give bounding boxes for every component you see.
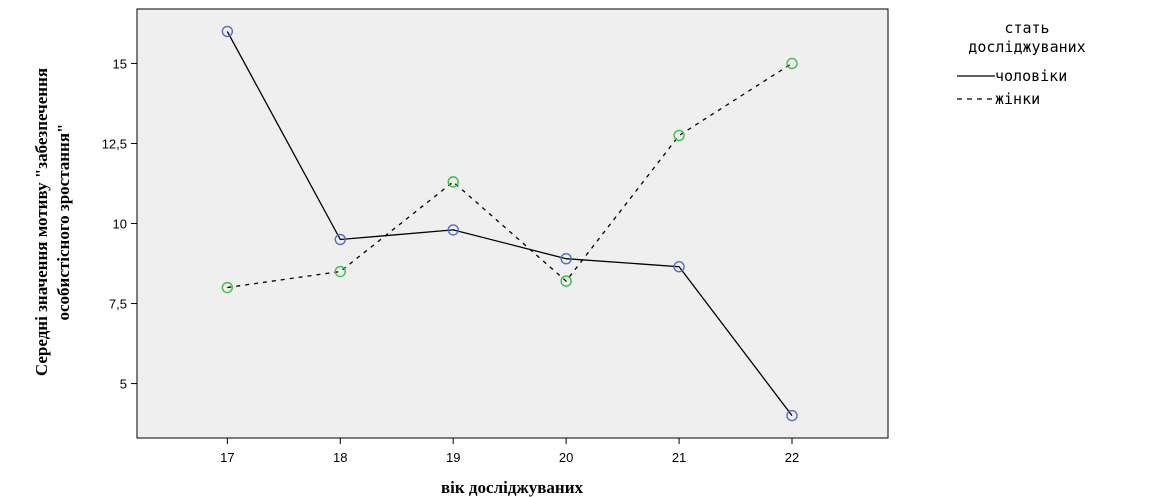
legend-label-men: чоловіки <box>995 67 1067 85</box>
series-1-point <box>673 261 685 273</box>
y-axis-ticks: 5 7,5 10 12,5 15 <box>102 56 137 392</box>
x-tick-label: 21 <box>672 450 686 465</box>
legend-title-line-1: стать <box>1004 19 1049 37</box>
series-1-point <box>447 224 459 236</box>
x-axis-title: вік досліджуваних <box>441 478 584 497</box>
y-tick-label: 7,5 <box>109 297 127 312</box>
x-tick-label: 17 <box>220 450 234 465</box>
series-line-1 <box>226 31 793 416</box>
y-axis-title-line-1: Середні значення мотиву "забезпечення <box>32 68 51 376</box>
y-axis-title-line-2: особистісного зростання" <box>54 124 73 321</box>
legend: стать досліджуваних чоловіки жінки <box>957 19 1086 108</box>
series-2-point <box>221 281 234 294</box>
series-2-point <box>334 265 346 278</box>
series-2-point <box>447 176 459 188</box>
x-tick-label: 19 <box>446 450 460 465</box>
y-tick-label: 5 <box>120 377 127 392</box>
series-1-point <box>560 253 572 265</box>
legend-label-women: жінки <box>995 90 1040 108</box>
series-1-point <box>786 409 798 422</box>
legend-title-line-2: досліджуваних <box>968 38 1085 56</box>
series-2-point <box>786 57 798 70</box>
plot-area <box>136 8 889 439</box>
series-1-point <box>221 25 234 38</box>
series-2-point <box>560 275 572 287</box>
x-tick-label: 18 <box>333 450 347 465</box>
x-tick-label: 22 <box>785 450 799 465</box>
y-tick-label: 15 <box>113 56 127 71</box>
series-2-point <box>673 129 685 142</box>
series-1-point <box>334 233 346 246</box>
y-tick-label: 12,5 <box>102 136 127 151</box>
y-tick-label: 10 <box>113 217 127 232</box>
series-line-2 <box>227 62 793 289</box>
y-axis-title: Середні значення мотиву "забезпечення ос… <box>32 68 73 376</box>
x-axis-ticks: 17 18 19 20 21 22 <box>220 438 799 465</box>
x-tick-label: 20 <box>559 450 573 465</box>
series-layer <box>221 25 798 422</box>
